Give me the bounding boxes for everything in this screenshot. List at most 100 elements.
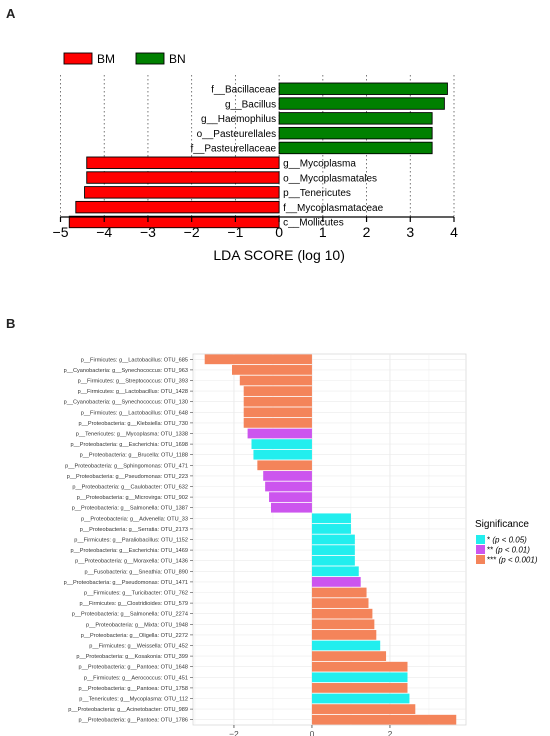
y-tick-label-b-1: p__Cyanobacteria: g__Synechococcus: OTU_… <box>64 368 188 374</box>
x-tick-label-a-8: 3 <box>406 224 414 240</box>
x-tick-label-a-4: −1 <box>227 224 243 240</box>
bar-a-8 <box>75 200 280 214</box>
y-tick-label-b-27: p__Firmicutes: g__Weissella: OTU_452 <box>89 644 188 650</box>
legend-swatch-b-2 <box>476 555 485 564</box>
x-tick-label-a-9: 4 <box>450 224 458 240</box>
legend-stars-b-2: *** <box>487 556 499 565</box>
bar-b-5 <box>243 407 312 418</box>
bar-b-6 <box>243 418 312 428</box>
bar-b-8 <box>251 439 312 449</box>
bar-b-23 <box>311 598 369 608</box>
bar-label-a-2: g__Haemophilus <box>201 114 276 125</box>
bar-b-10 <box>257 460 312 471</box>
panel-a-lda-chart: f__Bacillaceae g__Bacillus g__Haemophiluso… <box>53 52 459 263</box>
bar-b-19 <box>311 555 355 566</box>
bar-b-31 <box>311 683 408 693</box>
y-tick-label-b-13: p__Proteobacteria: g__Microvirga: OTU_90… <box>77 495 188 501</box>
legend-stars-b-0: * <box>487 536 492 545</box>
y-tick-label-b-17: p__Firmicutes: g__Paraliobacillus: OTU_1… <box>74 538 188 544</box>
legend-swatch-a-1 <box>135 52 165 65</box>
x-tick-label-a-2: −3 <box>140 224 156 240</box>
y-tick-label-b-21: p__Proteobacteria: g__Pseudomonas: OTU_1… <box>64 580 188 586</box>
bar-b-21 <box>311 577 361 587</box>
y-tick-label-b-32: p__Tenericutes: g__Mycoplasma: OTU_112 <box>79 697 188 703</box>
legend-label-b-1: ** (p < 0.01) <box>487 546 530 555</box>
x-tick-label-a-5: 0 <box>275 224 283 240</box>
bar-label-a-3: o__Pasteurellales <box>197 129 277 140</box>
y-tick-label-b-8: p__Proteobacteria: g__Escherichia: OTU_1… <box>70 442 188 448</box>
legend-title-b: Significance <box>475 519 529 530</box>
y-tick-label-b-10: p__Proteobacteria: g__Sphingomonas: OTU_… <box>65 463 188 469</box>
bar-b-24 <box>311 608 373 619</box>
x-tick-label-b-2: 2 <box>388 729 393 736</box>
legend-swatch-b-1 <box>476 545 485 554</box>
bar-a-7 <box>84 186 280 199</box>
bar-b-0 <box>204 354 312 365</box>
x-tick-label-a-7: 2 <box>363 224 371 240</box>
bar-label-a-1: g__Bacillus <box>225 99 276 110</box>
y-tick-label-b-5: p__Firmicutes: g__Lactobacillus: OTU_648 <box>81 410 188 416</box>
bar-b-25 <box>311 619 375 630</box>
bar-b-26 <box>311 630 377 640</box>
bar-a-1 <box>278 97 445 110</box>
bar-a-2 <box>278 112 433 125</box>
panel-a-label: A <box>6 6 16 21</box>
panel-b-label: B <box>6 316 15 331</box>
bar-a-0 <box>278 82 448 95</box>
bar-b-17 <box>311 534 355 545</box>
y-tick-label-b-19: p__Proteobacteria: g__Moraxella: OTU_143… <box>75 559 188 565</box>
y-tick-label-b-7: p__Tenericutes: g__Mycoplasma: OTU_1338 <box>76 432 188 438</box>
y-tick-label-b-4: p__Cyanobacteria: g__Synechococcus: OTU_… <box>64 400 188 406</box>
bar-b-9 <box>253 449 312 460</box>
bar-label-a-9: c__Mollicutes <box>283 218 344 229</box>
y-tick-label-b-28: p__Proteobacteria: g__Kosakonia: OTU_399 <box>76 654 188 660</box>
bar-label-a-8: f__Mycoplasmataceae <box>283 203 383 214</box>
legend-pvalue-b-2: (p < 0.001) <box>499 556 538 565</box>
y-tick-label-b-9: p__Proteobacteria: g__Brucella: OTU_1188 <box>80 453 188 459</box>
bar-a-5 <box>86 156 280 169</box>
y-tick-label-b-23: p__Firmicutes: g__Clostridioides: OTU_57… <box>79 601 188 607</box>
x-tick-label-a-1: −4 <box>96 224 112 240</box>
bar-a-3 <box>278 126 433 140</box>
x-tick-label-b-1: 0 <box>310 729 315 736</box>
y-tick-label-b-6: p__Proteobacteria: g__Klebsiella: OTU_73… <box>79 421 188 427</box>
legend-label-a-1: BN <box>169 52 186 66</box>
y-tick-label-b-12: p__Proteobacteria: g__Caulobacter: OTU_6… <box>72 485 188 491</box>
bar-a-6 <box>86 171 280 184</box>
bar-label-a-0: f__Bacillaceae <box>211 85 276 96</box>
bar-b-34 <box>311 714 457 725</box>
legend-pvalue-b-1: (p < 0.01) <box>495 546 530 555</box>
y-tick-label-b-24: p__Proteobacteria: g__Salmonella: OTU_22… <box>72 612 188 618</box>
legend-label-a-0: BM <box>97 52 115 66</box>
y-tick-label-b-33: p__Proteobacteria: g__Acinetobacter: OTU… <box>68 707 188 713</box>
legend-label-b-0: * (p < 0.05) <box>487 536 527 545</box>
x-tick-label-b-0: −2 <box>229 729 239 736</box>
bar-a-4 <box>278 141 433 155</box>
y-tick-label-b-34: p__Proteobacteria: g__Pantoea: OTU_1786 <box>79 718 188 724</box>
y-tick-label-b-15: p__Proteobacteria: g__Advenella: OTU_33 <box>81 516 188 522</box>
bar-b-13 <box>269 492 312 502</box>
bar-b-29 <box>311 661 408 672</box>
y-tick-label-b-31: p__Proteobacteria: g__Pantoea: OTU_1758 <box>79 686 188 692</box>
y-tick-label-b-25: p__Proteobacteria: g__Mixta: OTU_1948 <box>86 622 188 628</box>
bar-b-30 <box>311 672 408 683</box>
bar-b-16 <box>311 524 351 534</box>
legend-label-b-2: *** (p < 0.001) <box>487 556 538 565</box>
bar-label-a-6: o__Mycoplasmatales <box>283 173 377 184</box>
y-tick-label-b-3: p__Firmicutes: g__Lactobacillus: OTU_142… <box>78 389 188 395</box>
y-tick-label-b-16: p__Proteobacteria: g__Serratia: OTU_2173 <box>80 527 188 533</box>
bar-b-22 <box>311 587 367 598</box>
bar-b-3 <box>243 386 312 396</box>
bar-b-2 <box>239 375 312 386</box>
bar-b-4 <box>243 396 312 407</box>
y-tick-label-b-29: p__Proteobacteria: g__Pantoea: OTU_1648 <box>79 665 188 671</box>
bar-label-a-5: g__Mycoplasma <box>283 159 356 170</box>
bar-b-7 <box>247 428 312 439</box>
bar-b-33 <box>311 704 416 714</box>
x-tick-label-a-6: 1 <box>319 224 327 240</box>
bar-b-27 <box>311 640 381 651</box>
y-tick-label-b-26: p__Proteobacteria: g__Oligella: OTU_2272 <box>81 633 188 639</box>
bar-b-18 <box>311 545 355 555</box>
y-tick-label-b-20: p__Fusobacteria: g__Sneathia: OTU_890 <box>84 569 188 575</box>
x-tick-label-a-0: −5 <box>53 224 69 240</box>
